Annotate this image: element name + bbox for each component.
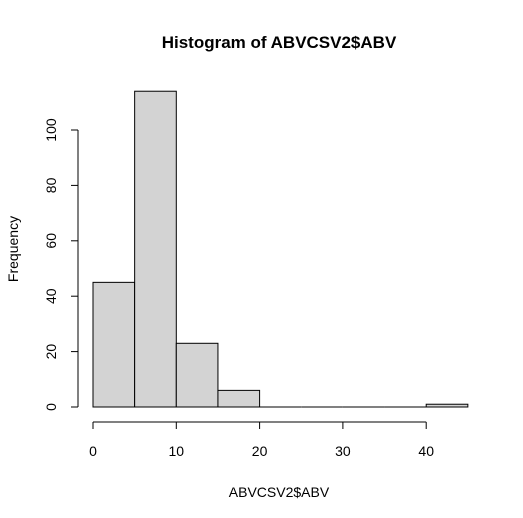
- x-tick-label: 20: [252, 443, 268, 459]
- y-axis-label: Frequency: [5, 216, 21, 282]
- chart-title: Histogram of ABVCSV2$ABV: [162, 33, 397, 52]
- x-axis-label: ABVCSV2$ABV: [229, 484, 330, 500]
- histogram-bar-2: [175, 342, 219, 408]
- histogram-bar-8: [425, 403, 469, 408]
- x-tick-label: 10: [169, 443, 185, 459]
- y-axis: 0 20 40 60 80 100: [43, 118, 79, 411]
- histogram-bar-0: [92, 281, 136, 408]
- histogram-bar-3: [217, 389, 261, 408]
- y-tick-label: 0: [43, 403, 59, 411]
- y-tick-label: 40: [43, 288, 59, 304]
- y-tick-label: 100: [43, 118, 59, 142]
- y-tick-label: 20: [43, 344, 59, 360]
- histogram-bar-1: [134, 90, 177, 408]
- x-tick-label: 0: [89, 443, 97, 459]
- x-axis: 0 10 20 30 40: [89, 421, 434, 459]
- y-tick-label: 60: [43, 233, 59, 249]
- x-tick-label: 30: [335, 443, 351, 459]
- bars-layer: [92, 90, 469, 408]
- x-tick-label: 40: [418, 443, 434, 459]
- y-tick-label: 80: [43, 177, 59, 193]
